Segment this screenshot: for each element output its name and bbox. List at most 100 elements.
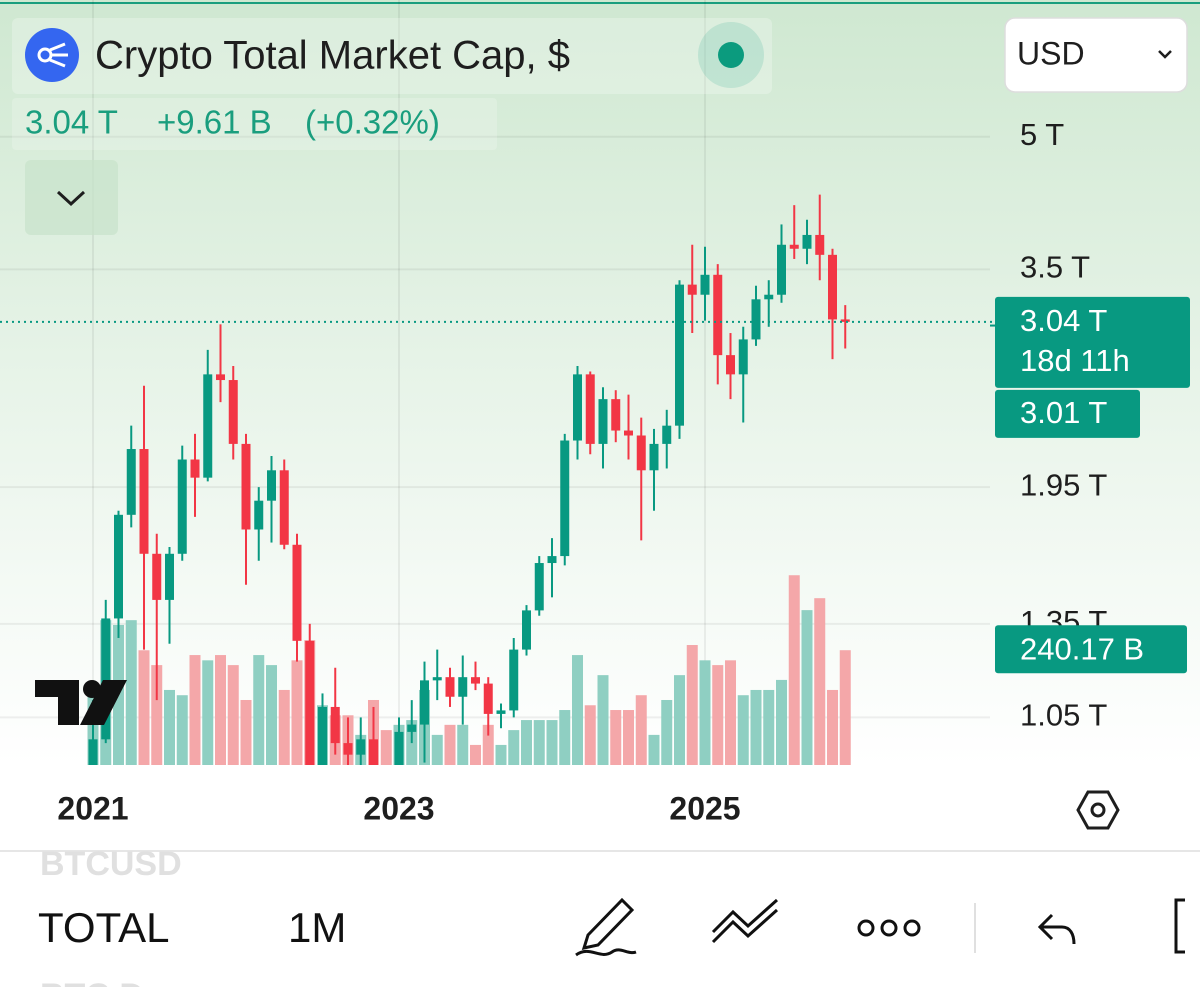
volume-bar xyxy=(482,724,494,765)
candle-body xyxy=(649,443,659,471)
collapse-button[interactable] xyxy=(25,160,118,235)
volume-bar xyxy=(253,655,265,765)
candle-body xyxy=(330,706,340,744)
candle-body xyxy=(356,739,366,755)
candle-body xyxy=(802,234,812,249)
volume-bar xyxy=(380,730,392,765)
candle-body xyxy=(228,380,238,444)
candle-body xyxy=(840,319,850,322)
volume-bar xyxy=(164,689,175,765)
candle-body xyxy=(407,724,417,732)
candle-body xyxy=(369,739,378,765)
price-backdrop xyxy=(12,98,497,150)
volume-bar xyxy=(431,734,443,765)
volume-bar xyxy=(635,695,647,765)
x-tick-label: 2025 xyxy=(669,790,740,826)
volume-bar xyxy=(240,699,252,765)
candle-body xyxy=(216,374,225,381)
candle-body xyxy=(815,234,825,255)
interval-button[interactable]: 1M xyxy=(288,904,346,951)
last-price-box xyxy=(995,296,1190,388)
volume-bar xyxy=(227,665,239,765)
currency-label: USD xyxy=(1017,35,1085,71)
candle-body xyxy=(585,374,595,444)
candle-body xyxy=(394,731,404,765)
volume-bar xyxy=(674,675,685,765)
volume-bar xyxy=(521,720,532,765)
settings-button[interactable] xyxy=(1076,790,1120,830)
volume-bar xyxy=(444,724,456,765)
candle-body xyxy=(547,556,557,564)
candle-body xyxy=(636,435,646,471)
y-tick-label: 1.95 T xyxy=(1020,467,1107,502)
grid xyxy=(0,0,990,765)
volume-bar xyxy=(189,655,201,765)
symbol-button[interactable]: TOTAL xyxy=(38,904,169,951)
candle-body xyxy=(458,677,468,697)
volume-bar xyxy=(623,710,634,765)
volume-bar xyxy=(712,665,724,765)
candle-body xyxy=(114,514,123,619)
indicators-tool[interactable] xyxy=(711,898,779,944)
volume-bar xyxy=(457,724,469,765)
candle-body xyxy=(662,425,672,444)
volume-label: 240.17 B xyxy=(1020,631,1144,666)
second-price-label: 3.01 T xyxy=(1020,395,1107,430)
volume-bar xyxy=(266,665,277,765)
volume-label-box xyxy=(995,625,1187,674)
volume-bar xyxy=(814,598,826,765)
volume-bar xyxy=(508,730,520,765)
market-status[interactable] xyxy=(698,22,764,88)
ghost-symbol: BTC.D xyxy=(40,977,144,987)
candle-body xyxy=(203,374,213,478)
candle-body xyxy=(598,399,608,444)
volume-bar xyxy=(763,689,775,765)
currency-dropdown[interactable]: USD xyxy=(1004,17,1188,93)
candle-body xyxy=(777,244,786,295)
candle-body xyxy=(165,553,174,600)
header-change-percent: (+0.32%) xyxy=(305,104,440,141)
candle-body xyxy=(101,618,111,740)
axis-labels: 2021 2023 2025 3.04 T 18d 11h 3.01 T 240.17 B xyxy=(0,296,1190,826)
candle-body xyxy=(726,355,735,375)
candle-body xyxy=(177,459,187,554)
volume-bar xyxy=(495,744,507,765)
more-button[interactable] xyxy=(857,919,921,937)
second-price-box xyxy=(995,389,1140,438)
candle-body xyxy=(700,274,710,295)
candle-body xyxy=(267,470,276,501)
bar-countdown: 18d 11h xyxy=(1020,343,1130,378)
volume-bar xyxy=(725,660,736,765)
volume-bar xyxy=(686,645,698,765)
candle-body xyxy=(624,430,633,436)
candle-body xyxy=(560,440,570,557)
volume-bar xyxy=(737,695,749,765)
volume-bar xyxy=(202,660,214,765)
volume-bar xyxy=(610,710,622,765)
candle-body xyxy=(471,677,480,684)
last-price-label: 3.04 T xyxy=(1020,303,1107,338)
y-tick-label: 3.5 T xyxy=(1020,250,1090,285)
candle-body xyxy=(420,680,429,725)
undo-button[interactable] xyxy=(1037,913,1076,945)
volume-bar xyxy=(151,665,163,765)
candle-body xyxy=(432,677,442,681)
volume-bar xyxy=(584,705,596,765)
volume-bar xyxy=(776,679,787,765)
candle-body xyxy=(88,739,98,765)
volume-bar xyxy=(597,675,609,765)
candle-body xyxy=(305,640,315,765)
volume-bar xyxy=(801,610,813,765)
candle-body xyxy=(573,374,582,441)
header-change: +9.61 B xyxy=(157,104,272,141)
volume-bar xyxy=(750,689,762,765)
candle-body xyxy=(241,443,251,530)
header-price: 3.04 T xyxy=(25,104,118,141)
candle-body xyxy=(343,743,353,755)
draw-tool[interactable] xyxy=(575,897,637,957)
candle-body xyxy=(279,470,289,545)
fullscreen-button[interactable] xyxy=(1174,898,1185,954)
volume-bar xyxy=(699,660,711,765)
candle-body xyxy=(713,274,723,356)
